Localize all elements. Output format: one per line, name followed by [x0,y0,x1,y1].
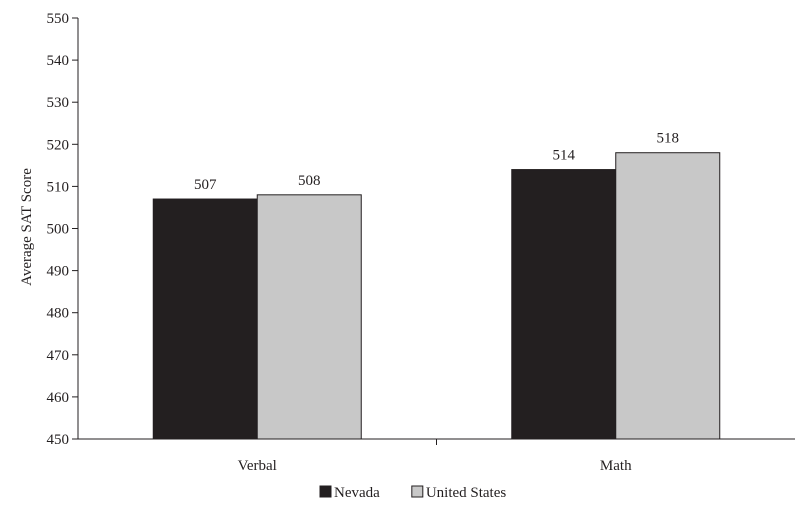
y-tick-label: 490 [47,264,70,280]
y-tick-label: 500 [47,222,70,238]
bar [615,152,721,440]
x-tick-label: Math [600,458,632,474]
data-label: 514 [553,148,576,164]
y-tick-label: 530 [47,95,70,111]
y-tick-label: 540 [47,53,70,69]
y-tick-label: 550 [47,11,70,27]
data-label: 508 [298,173,321,189]
legend-label: United States [426,485,507,501]
x-axis: Verbal Math [78,438,795,474]
data-label: 507 [194,177,217,193]
y-tick-label: 520 [47,137,70,153]
y-tick-label: 450 [47,432,70,448]
y-tick-label: 470 [47,348,70,364]
y-tick-label: 480 [47,306,70,322]
legend-swatch [411,485,424,498]
legend-label: Nevada [334,485,380,501]
bar [256,194,362,440]
legend: Nevada United States [319,485,507,501]
legend-swatch [319,485,332,498]
y-axis-title: Average SAT Score [19,168,35,286]
y-tick-label: 460 [47,390,70,406]
x-tick-label: Verbal [238,458,277,474]
data-label: 518 [657,131,680,147]
bars-group [152,152,721,440]
y-tick-label: 510 [47,179,70,195]
bar [152,198,258,440]
y-axis-ticks: 450 460 470 480 490 500 510 520 530 540 550 [47,11,79,448]
bar [511,169,617,440]
data-labels-group: 507 508 514 518 [194,131,679,193]
